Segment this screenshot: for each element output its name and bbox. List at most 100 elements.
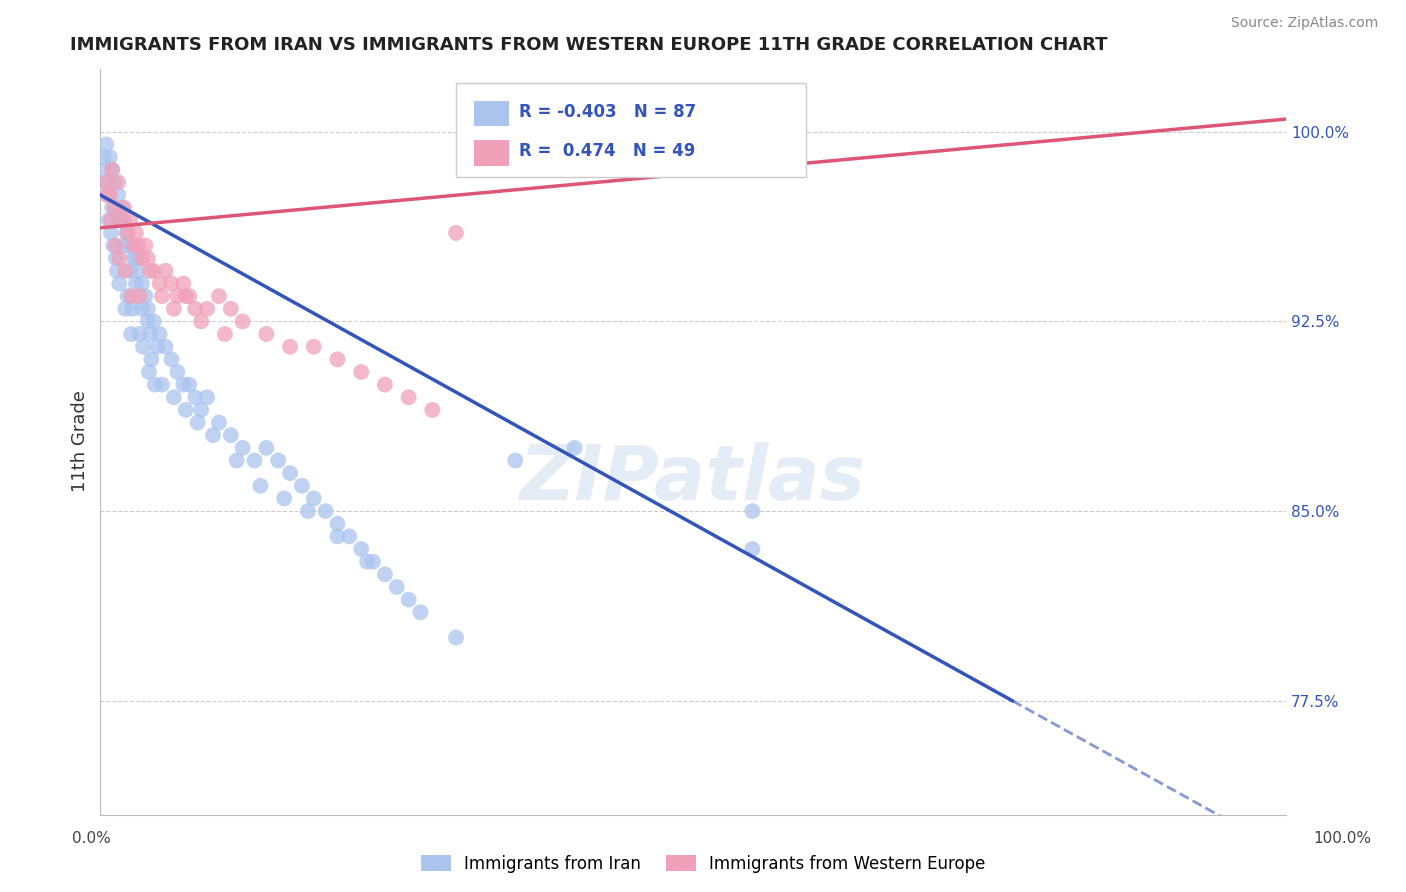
Immigrants from Iran [190, 403, 212, 417]
Immigrants from Iran [98, 150, 121, 164]
Immigrants from Western Europe [232, 314, 254, 328]
Immigrants from Iran [96, 175, 118, 189]
Immigrants from Iran [166, 365, 188, 379]
Immigrants from Iran [107, 213, 129, 227]
Immigrants from Western Europe [166, 289, 188, 303]
Immigrants from Iran [127, 264, 149, 278]
Immigrants from Iran [96, 137, 118, 152]
Immigrants from Iran [398, 592, 420, 607]
Immigrants from Iran [225, 453, 247, 467]
Immigrants from Western Europe [134, 238, 156, 252]
Immigrants from Iran [195, 390, 218, 404]
Immigrants from Western Europe [302, 340, 325, 354]
Immigrants from Iran [125, 251, 148, 265]
Immigrants from Western Europe [184, 301, 207, 316]
Immigrants from Western Europe [111, 213, 134, 227]
Immigrants from Western Europe [103, 201, 125, 215]
Immigrants from Iran [163, 390, 186, 404]
Immigrants from Western Europe [214, 327, 236, 342]
Immigrants from Western Europe [163, 301, 186, 316]
Immigrants from Western Europe [128, 289, 150, 303]
Immigrants from Iran [142, 314, 165, 328]
Immigrants from Western Europe [98, 188, 121, 202]
Immigrants from Iran [201, 428, 224, 442]
Immigrants from Iran [122, 251, 145, 265]
Immigrants from Iran [174, 403, 197, 417]
Immigrants from Iran [385, 580, 408, 594]
Immigrants from Iran [505, 453, 527, 467]
Legend: Immigrants from Iran, Immigrants from Western Europe: Immigrants from Iran, Immigrants from We… [413, 848, 993, 880]
Immigrants from Iran [121, 301, 143, 316]
Immigrants from Iran [564, 441, 586, 455]
Immigrants from Iran [444, 631, 467, 645]
Immigrants from Iran [356, 555, 378, 569]
Immigrants from Western Europe [149, 277, 172, 291]
Immigrants from Iran [741, 541, 763, 556]
Immigrants from Iran [101, 162, 124, 177]
Immigrants from Western Europe [142, 264, 165, 278]
Immigrants from Western Europe [108, 251, 131, 265]
Immigrants from Iran [232, 441, 254, 455]
Immigrants from Western Europe [208, 289, 231, 303]
Immigrants from Iran [131, 301, 153, 316]
Immigrants from Western Europe [107, 175, 129, 189]
Text: IMMIGRANTS FROM IRAN VS IMMIGRANTS FROM WESTERN EUROPE 11TH GRADE CORRELATION CH: IMMIGRANTS FROM IRAN VS IMMIGRANTS FROM … [70, 36, 1108, 54]
Immigrants from Iran [267, 453, 290, 467]
Immigrants from Iran [326, 529, 349, 543]
Immigrants from Iran [184, 390, 207, 404]
Immigrants from Western Europe [350, 365, 373, 379]
Immigrants from Iran [315, 504, 337, 518]
Immigrants from Iran [249, 479, 271, 493]
Immigrants from Western Europe [219, 301, 242, 316]
Text: R = -0.403   N = 87: R = -0.403 N = 87 [519, 103, 696, 120]
Immigrants from Western Europe [172, 277, 194, 291]
Immigrants from Western Europe [139, 264, 162, 278]
Text: R =  0.474   N = 49: R = 0.474 N = 49 [519, 143, 695, 161]
Immigrants from Iran [120, 327, 142, 342]
Immigrants from Western Europe [174, 289, 197, 303]
Immigrants from Western Europe [160, 277, 183, 291]
Immigrants from Iran [297, 504, 319, 518]
Immigrants from Western Europe [120, 289, 142, 303]
Immigrants from Western Europe [278, 340, 301, 354]
Immigrants from Western Europe [150, 289, 173, 303]
Immigrants from Iran [125, 277, 148, 291]
Immigrants from Western Europe [112, 201, 135, 215]
Immigrants from Western Europe [96, 175, 118, 189]
Immigrants from Iran [374, 567, 396, 582]
Immigrants from Iran [128, 327, 150, 342]
Immigrants from Iran [136, 301, 159, 316]
Immigrants from Iran [326, 516, 349, 531]
Immigrants from Iran [104, 251, 127, 265]
Immigrants from Western Europe [398, 390, 420, 404]
Bar [474, 140, 509, 166]
Immigrants from Western Europe [374, 377, 396, 392]
Immigrants from Iran [118, 264, 141, 278]
Bar [474, 101, 509, 126]
Immigrants from Western Europe [117, 226, 139, 240]
Immigrants from Western Europe [136, 251, 159, 265]
Text: 100.0%: 100.0% [1313, 831, 1372, 846]
Immigrants from Iran [107, 188, 129, 202]
Immigrants from Iran [149, 327, 172, 342]
Immigrants from Iran [103, 175, 125, 189]
FancyBboxPatch shape [456, 84, 806, 177]
Immigrants from Iran [146, 340, 169, 354]
Immigrants from Iran [105, 264, 128, 278]
Immigrants from Iran [103, 238, 125, 252]
Immigrants from Iran [97, 213, 120, 227]
Text: ZIPatlas: ZIPatlas [520, 442, 866, 516]
Immigrants from Iran [94, 162, 117, 177]
Immigrants from Iran [100, 226, 122, 240]
Text: Source: ZipAtlas.com: Source: ZipAtlas.com [1230, 16, 1378, 29]
Immigrants from Iran [117, 289, 139, 303]
Text: 0.0%: 0.0% [72, 831, 111, 846]
Immigrants from Iran [208, 416, 231, 430]
Immigrants from Iran [350, 541, 373, 556]
Immigrants from Iran [96, 188, 118, 202]
Immigrants from Iran [361, 555, 384, 569]
Immigrants from Iran [115, 226, 138, 240]
Immigrants from Western Europe [114, 264, 136, 278]
Immigrants from Iran [150, 377, 173, 392]
Immigrants from Western Europe [100, 213, 122, 227]
